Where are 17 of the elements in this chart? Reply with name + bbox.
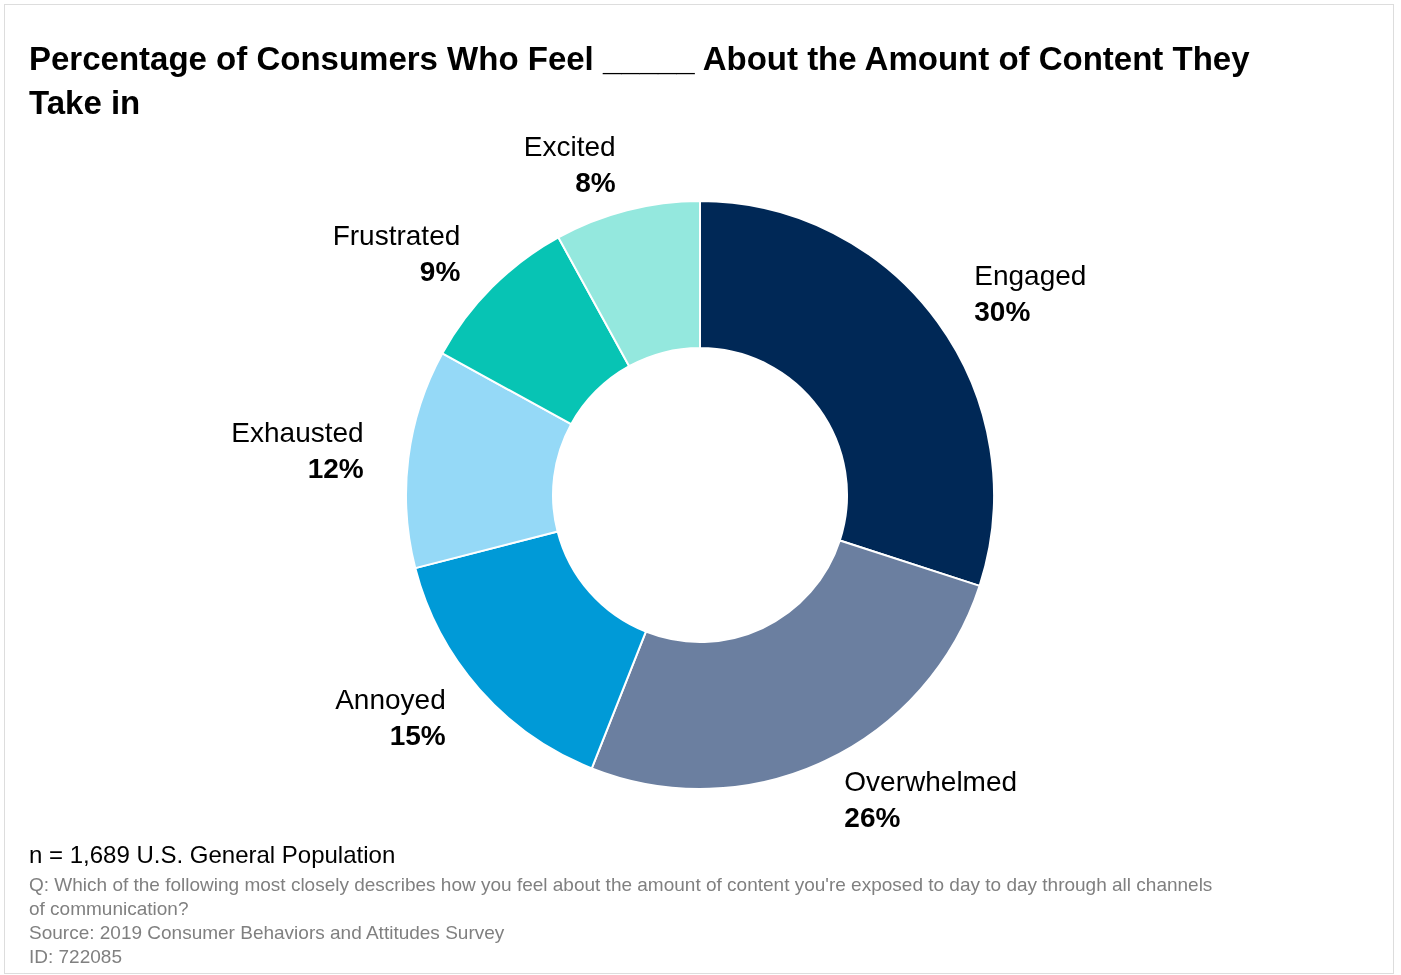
slice-label: Exhausted	[231, 417, 364, 449]
chart-title: Percentage of Consumers Who Feel _____ About the Amount of Content They Take in	[29, 39, 1251, 123]
slice-label: Excited	[523, 131, 616, 163]
data-label: 30%	[974, 296, 1031, 328]
slice-label: Annoyed	[335, 683, 446, 715]
data-label: 12%	[307, 453, 364, 485]
source-note: Source: 2019 Consumer Behaviors and Attitudes Survey	[29, 921, 506, 945]
text: n = 1,689 U.S. General Population	[29, 841, 397, 869]
data-label: 9%	[419, 256, 461, 288]
data-label: 26%	[844, 802, 901, 834]
slice-label: Engaged	[974, 260, 1087, 292]
slice-label: Frustrated	[332, 220, 461, 252]
data-label: 15%	[389, 719, 446, 751]
slice-label: Overwhelmed	[844, 766, 1018, 798]
text: Q: Which of the following most closely describes how you feel about the amount of content you're exposed to day to day through all channels of communication?	[29, 873, 1214, 921]
text: ID: 722085	[29, 945, 123, 969]
data-label: 8%	[575, 167, 616, 199]
